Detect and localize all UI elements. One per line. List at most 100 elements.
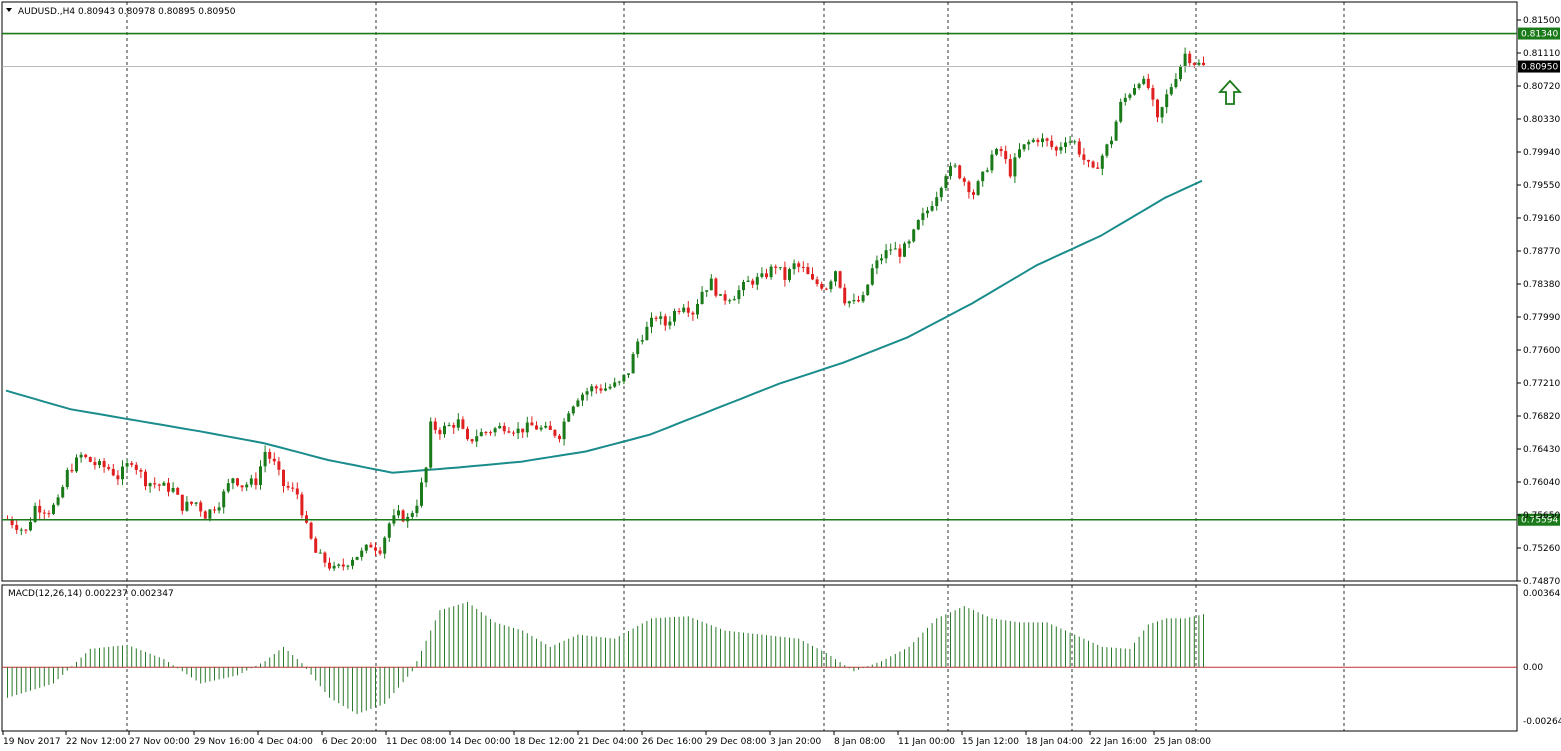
level-tag-label: 0.75594	[1521, 516, 1558, 526]
grid-lines	[1, 1, 1518, 732]
candle-body	[1059, 146, 1063, 151]
candle-body	[507, 431, 511, 433]
candle-body	[364, 544, 368, 551]
candle-body	[732, 299, 736, 301]
candle-body	[755, 276, 759, 285]
moving-average-series	[5, 179, 1203, 474]
candle-body	[65, 469, 69, 488]
candle-body	[337, 564, 341, 566]
candle-body	[369, 544, 373, 548]
candle-body	[456, 419, 460, 428]
candle-body	[553, 429, 557, 436]
candle-body	[884, 250, 888, 259]
candle-body	[29, 521, 32, 531]
candle-body	[686, 307, 690, 313]
candle-body	[857, 300, 860, 302]
candle-body	[56, 497, 60, 505]
candle-body	[935, 197, 939, 207]
candle-body	[98, 461, 101, 466]
time-tick-label: 29 Nov 16:00	[194, 737, 255, 747]
candle-body	[594, 386, 598, 389]
candle-body	[346, 565, 350, 567]
candle-body	[387, 523, 391, 538]
candle-body	[801, 266, 805, 268]
candle-body	[640, 340, 644, 342]
candle-body	[272, 458, 276, 462]
candle-body	[1119, 101, 1123, 122]
candle-body	[539, 427, 543, 430]
candle-body	[88, 457, 92, 462]
candle-body	[769, 266, 773, 278]
candle-body	[645, 326, 649, 341]
candle-body	[415, 505, 419, 514]
price-tick-label: 0.76820	[1523, 412, 1560, 422]
candle-body	[153, 483, 157, 485]
candle-body	[226, 483, 230, 492]
candle-body	[944, 176, 948, 188]
candle-body	[737, 290, 741, 300]
candle-body	[535, 425, 538, 430]
candle-body	[447, 425, 451, 427]
time-tick-label: 6 Dec 20:00	[322, 737, 377, 747]
candle-body	[489, 432, 492, 434]
candle-body	[567, 413, 571, 422]
candle-body	[1146, 78, 1150, 88]
candle-body	[121, 466, 124, 480]
candle-body	[295, 488, 299, 495]
candle-body	[139, 469, 143, 472]
price-tick-label: 0.79940	[1523, 148, 1560, 158]
time-tick-label: 11 Jan 00:00	[898, 737, 955, 747]
candle-body	[995, 148, 998, 155]
candle-body	[360, 550, 364, 557]
level-tag	[1518, 27, 1560, 40]
candle-body	[466, 428, 469, 440]
candle-body	[962, 178, 966, 182]
time-tick-label: 8 Jan 08:00	[834, 737, 886, 747]
candle-body	[1027, 141, 1031, 145]
candle-body	[985, 170, 989, 172]
macd-tick-label: 0.003643	[1523, 589, 1561, 599]
candle-body	[677, 311, 681, 313]
candle-body	[268, 451, 272, 459]
candle-body	[383, 537, 387, 554]
candle-body	[728, 300, 732, 302]
candle-body	[1018, 149, 1021, 158]
candle-body	[125, 463, 129, 467]
candle-body	[1064, 142, 1067, 147]
candle-body	[907, 241, 911, 244]
price-tick-label: 0.77210	[1523, 379, 1560, 389]
header-dropdown-icon[interactable]	[6, 8, 12, 12]
candle-body	[148, 483, 152, 487]
candle-body	[479, 432, 483, 437]
candle-body	[622, 374, 626, 382]
candle-body	[1110, 140, 1113, 145]
candle-body	[829, 281, 833, 290]
candle-body	[751, 280, 755, 285]
candle-body	[1105, 144, 1109, 156]
candle-body	[558, 435, 561, 440]
candle-body	[847, 301, 851, 304]
candle-body	[949, 166, 952, 177]
candle-body	[397, 510, 400, 516]
candle-body	[696, 303, 699, 315]
candle-body	[617, 381, 621, 383]
candle-body	[875, 260, 879, 269]
candle-body	[318, 552, 322, 554]
candle-body	[438, 429, 442, 435]
time-tick-label: 14 Dec 00:00	[450, 737, 511, 747]
time-tick-label: 29 Dec 08:00	[706, 737, 767, 747]
candle-body	[19, 529, 23, 531]
time-tick-label: 11 Dec 08:00	[386, 737, 447, 747]
candle-body	[213, 509, 216, 511]
time-tick-label: 15 Jan 12:00	[962, 737, 1019, 747]
candle-body	[185, 501, 189, 511]
candle-body	[47, 513, 51, 515]
candle-body	[130, 463, 134, 465]
candle-body	[102, 461, 106, 468]
candle-body	[636, 341, 640, 355]
candle-body	[157, 484, 161, 486]
candle-body	[1114, 121, 1118, 141]
candle-body	[1151, 87, 1155, 100]
candle-body	[852, 300, 856, 302]
